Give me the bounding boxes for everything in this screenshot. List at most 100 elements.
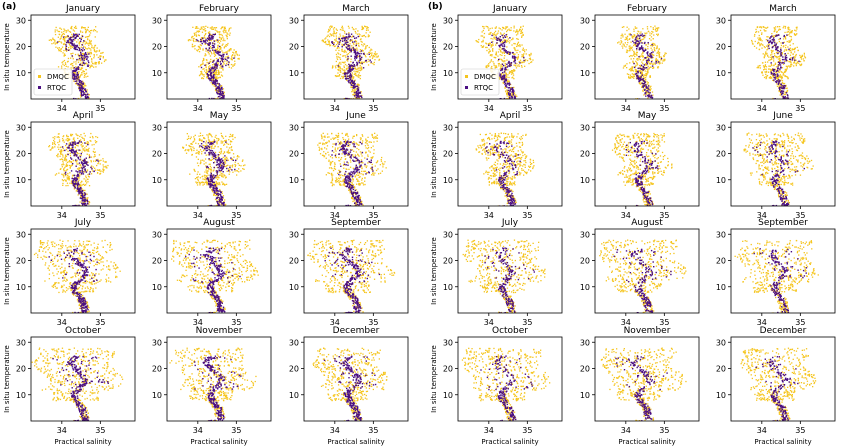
dmqc-point — [635, 38, 638, 41]
dmqc-point — [195, 38, 197, 41]
rtqc-point — [77, 46, 80, 49]
rtqc-point — [499, 36, 501, 38]
dmqc-point — [83, 27, 86, 29]
rtqc-point — [347, 55, 349, 58]
dmqc-point — [629, 47, 631, 49]
dmqc-point — [72, 153, 75, 155]
dmqc-point — [195, 27, 198, 29]
dmqc-point — [87, 75, 89, 77]
dmqc-point — [342, 35, 344, 37]
rtqc-point — [348, 35, 350, 37]
rtqc-point — [211, 46, 214, 49]
dmqc-point — [79, 75, 81, 77]
rtqc-point — [218, 88, 220, 90]
rtqc-point — [499, 40, 501, 42]
rtqc-point — [347, 38, 349, 40]
rtqc-point — [505, 50, 507, 53]
dmqc-point — [87, 149, 89, 151]
dmqc-point — [502, 26, 504, 29]
rtqc-point — [637, 67, 639, 70]
dmqc-point — [751, 41, 753, 43]
dmqc-point — [81, 145, 83, 148]
dmqc-point — [500, 33, 502, 35]
x-tick-label: 35 — [659, 104, 669, 113]
dmqc-point — [753, 45, 756, 47]
rtqc-point — [503, 42, 505, 44]
rtqc-point — [75, 77, 78, 79]
dmqc-point — [497, 30, 500, 32]
rtqc-point — [79, 63, 81, 66]
dmqc-point — [779, 83, 781, 85]
dmqc-point — [795, 63, 797, 65]
dmqc-point — [753, 35, 756, 37]
dmqc-point — [65, 165, 67, 167]
dmqc-point — [66, 164, 69, 166]
dmqc-point — [495, 27, 497, 29]
rtqc-point — [216, 82, 219, 84]
dmqc-point — [83, 198, 85, 200]
dmqc-point — [374, 53, 376, 55]
dmqc-point — [76, 168, 79, 170]
dmqc-point — [77, 55, 80, 57]
dmqc-point — [772, 97, 774, 99]
dmqc-point — [489, 61, 491, 64]
dmqc-point — [793, 48, 796, 51]
dmqc-point — [514, 48, 516, 50]
rtqc-point — [209, 38, 212, 40]
dmqc-point — [337, 46, 339, 49]
dmqc-point — [485, 43, 488, 45]
dmqc-point — [205, 50, 207, 52]
rtqc-point — [646, 67, 648, 69]
rtqc-point — [84, 56, 87, 58]
dmqc-point — [522, 34, 524, 36]
dmqc-point — [519, 59, 522, 61]
dmqc-point — [216, 49, 219, 51]
dmqc-point — [215, 77, 217, 80]
dmqc-point — [74, 66, 77, 68]
dmqc-point — [646, 83, 649, 85]
dmqc-point — [521, 32, 523, 34]
dmqc-point — [72, 138, 75, 140]
dmqc-point — [324, 41, 327, 44]
rtqc-point — [212, 44, 215, 47]
dmqc-point — [640, 65, 642, 68]
rtqc-point — [504, 78, 506, 80]
dmqc-point — [52, 142, 54, 144]
rtqc-point — [651, 44, 653, 46]
rtqc-point — [347, 58, 349, 60]
rtqc-point — [508, 84, 510, 86]
dmqc-point — [658, 27, 660, 29]
dmqc-point — [73, 30, 76, 32]
rtqc-point — [206, 40, 208, 42]
dmqc-point — [511, 71, 513, 73]
dmqc-point — [517, 54, 520, 56]
rtqc-point — [209, 42, 211, 44]
rtqc-point — [352, 85, 355, 87]
dmqc-point — [73, 61, 75, 63]
dmqc-point — [525, 59, 527, 61]
dmqc-point — [67, 135, 69, 138]
dmqc-point — [754, 40, 756, 43]
rtqc-point — [67, 35, 69, 37]
rtqc-point — [509, 37, 511, 39]
rtqc-point — [345, 40, 348, 42]
dmqc-point — [360, 67, 362, 69]
dmqc-point — [372, 56, 374, 58]
dmqc-point — [789, 44, 791, 46]
dmqc-point — [63, 167, 65, 170]
rtqc-point — [356, 63, 358, 65]
rtqc-point — [774, 78, 777, 80]
rtqc-point — [649, 96, 651, 98]
dmqc-point — [494, 65, 496, 67]
dmqc-point — [334, 65, 337, 67]
rtqc-point — [81, 48, 83, 51]
dmqc-point — [195, 34, 198, 36]
dmqc-point — [65, 49, 67, 51]
dmqc-point — [221, 50, 223, 52]
dmqc-point — [501, 65, 503, 68]
dmqc-point — [225, 31, 227, 33]
dmqc-point — [57, 153, 59, 155]
dmqc-point — [83, 183, 85, 185]
dmqc-point — [640, 70, 642, 73]
